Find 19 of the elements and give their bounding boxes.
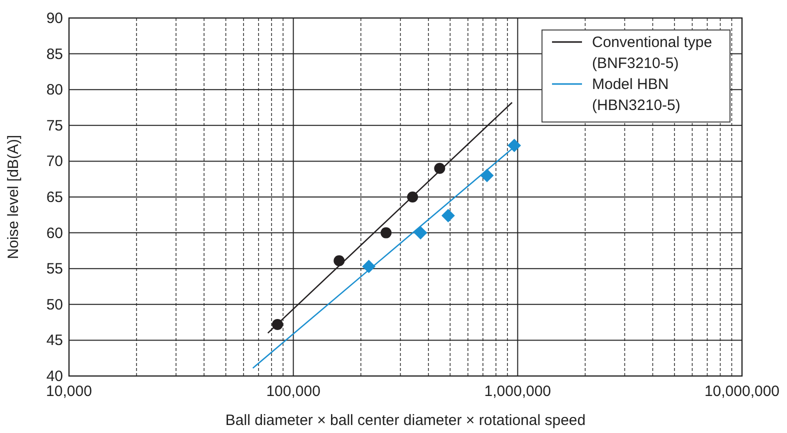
y-tick-label: 40 <box>46 368 63 385</box>
y-tick-label: 85 <box>46 46 63 63</box>
y-tick-label: 65 <box>46 189 63 206</box>
x-tick-label: 10,000 <box>46 383 92 400</box>
y-tick-label: 70 <box>46 153 63 170</box>
x-tick-label: 1,000,000 <box>484 383 552 400</box>
x-axis-title: Ball diameter × ball center diameter × rotational speed <box>225 412 586 429</box>
legend-label: Model HBN (HBN3210-5) <box>592 76 680 114</box>
x-tick-label: 100,000 <box>266 383 320 400</box>
y-tick-label: 80 <box>46 82 63 99</box>
y-tick-label: 55 <box>46 260 63 278</box>
y-axis-title: Noise level [dB(A)] <box>5 134 22 260</box>
y-tick-label: 90 <box>46 10 63 27</box>
y-tick-label: 50 <box>46 296 63 314</box>
x-tick-label: 10,000,000 <box>704 383 780 400</box>
y-tick-label: 45 <box>46 332 63 350</box>
y-tick-label: 60 <box>46 224 63 242</box>
legend-label: Conventional type (BNF3210-5) <box>592 34 712 72</box>
y-tick-label: 75 <box>46 117 63 134</box>
